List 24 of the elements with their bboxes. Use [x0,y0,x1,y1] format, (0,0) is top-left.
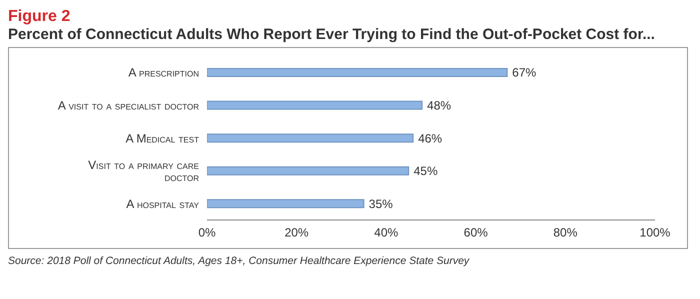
bar [207,68,508,77]
text: Figure 2 [8,8,72,26]
y-tick-label: A hospital stay [126,196,200,211]
x-tick-label: 20% [284,226,309,240]
y-tick-label: Visit to a primary care doctor [88,158,200,184]
y-tick-label: A prescription [128,66,200,80]
data-label: 67% [512,66,537,80]
data-label: 35% [368,196,394,211]
x-tick-label: 60% [464,226,488,240]
data-label: 48% [427,98,452,113]
bar [207,166,410,176]
y-tick-label: A Medical test [126,131,200,146]
data-label: 46% [418,131,442,146]
x-tick-label: 100% [640,226,671,240]
bar [207,100,423,110]
bar [207,134,414,143]
x-tick-label: 80% [553,226,578,240]
bar [207,199,364,208]
chart-subtitle: Percent of Connecticut Adults Who Report Ever Trying to Find the Out-of-Pocket Cost for... [8,26,656,43]
source-note: Source: 2018 Poll of Connecticut Adults, Ages 18+, Consumer Healthcare Experience State Survey [8,255,470,267]
x-tick-label: 0% [198,226,216,240]
data-label: 45% [414,164,438,178]
x-tick-label: 40% [374,226,399,240]
y-tick-label: A visit to a specialist doctor [58,98,200,112]
